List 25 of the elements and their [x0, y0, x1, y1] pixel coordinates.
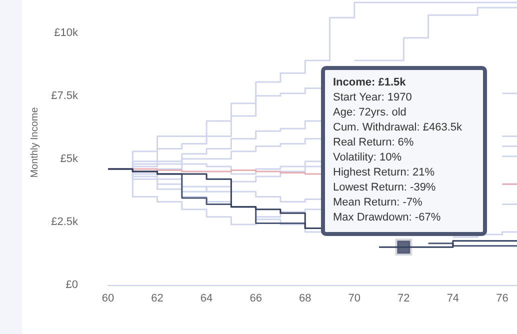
x-tick-label: 70 [348, 292, 361, 304]
x-tick-label: 74 [446, 292, 460, 304]
y-tick-label: £10k [54, 26, 78, 39]
y-axis-title: Monthly Income [30, 106, 41, 178]
x-tick-label: 60 [102, 292, 114, 304]
y-tick-label: £7.5k [51, 90, 78, 102]
annotation: Income: £1.5k [333, 76, 407, 88]
x-tick-label: 72 [398, 292, 410, 304]
y-tick-label: £2.5k [51, 216, 78, 228]
x-tick-label: 66 [250, 292, 262, 304]
y-tick-label: £0 [66, 279, 78, 291]
annotation: Max Drawdown: -67% [333, 212, 441, 224]
annotation: Volatility: 10% [333, 152, 402, 164]
y-tick-label: £5k [60, 152, 78, 165]
annotation: Highest Return: 21% [333, 166, 435, 178]
x-tick-label: 62 [151, 292, 164, 304]
annotation: Cum. Withdrawal: £463.5k [333, 122, 462, 134]
annotation: Real Return: 6% [333, 136, 414, 148]
annotation: Lowest Return: -39% [333, 182, 436, 194]
x-tick-label: 64 [200, 292, 213, 304]
annotation: Start Year: 1970 [333, 92, 412, 104]
annotation: Age: 72yrs. old [333, 106, 406, 118]
x-tick-label: 76 [496, 292, 508, 304]
x-tick-label: 68 [298, 292, 312, 304]
annotation: Mean Return: -7% [333, 196, 422, 208]
